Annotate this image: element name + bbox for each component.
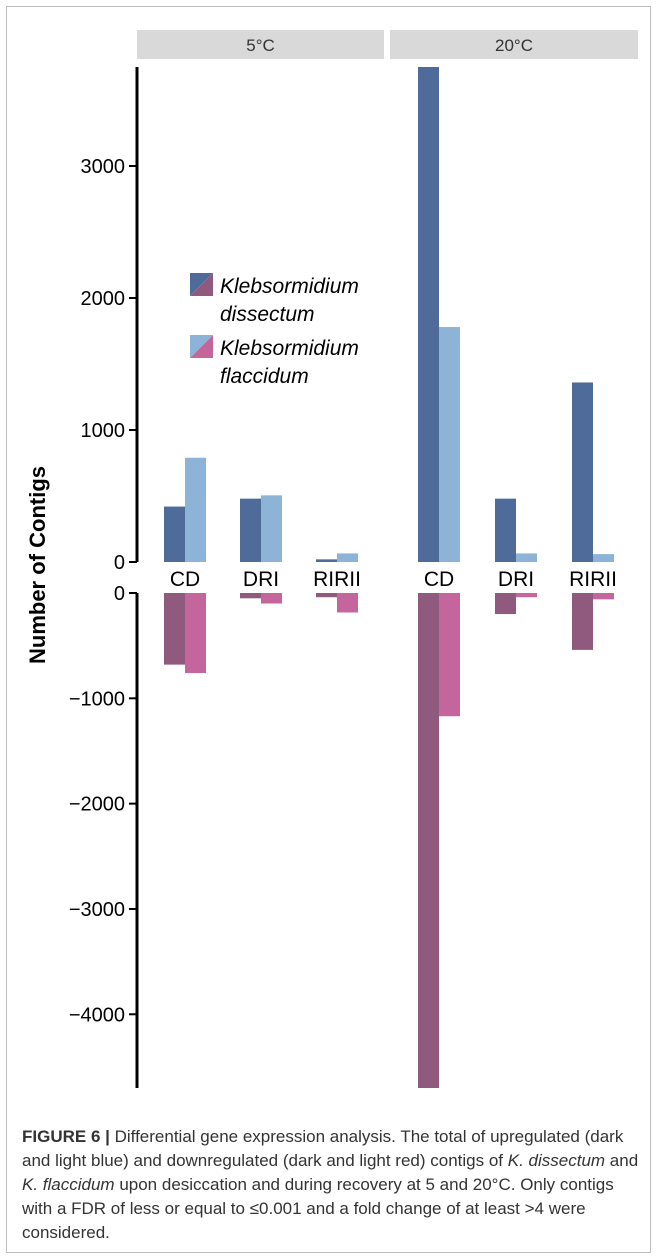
figure-caption: FIGURE 6 | Differential gene expression … bbox=[22, 1125, 642, 1245]
legend-label-species: flaccidum bbox=[220, 365, 309, 388]
caption-text-3: upon desiccation and during recovery at … bbox=[22, 1175, 614, 1242]
bar-up bbox=[593, 554, 614, 562]
panel-strips: 5°C 20°C bbox=[137, 30, 638, 59]
bar-down bbox=[164, 593, 185, 665]
y-tick-label: 0 bbox=[114, 552, 125, 574]
category-label: RIRII bbox=[569, 568, 617, 591]
category-label: CD bbox=[170, 568, 200, 591]
bar-up bbox=[185, 457, 206, 562]
bar-down bbox=[593, 593, 614, 600]
bar-down bbox=[516, 593, 537, 598]
y-tick-label: 2000 bbox=[81, 288, 126, 310]
bar-up bbox=[572, 382, 593, 562]
bar-up bbox=[439, 327, 460, 562]
bar-up bbox=[337, 553, 358, 562]
bar-down bbox=[572, 593, 593, 650]
bar-down bbox=[240, 593, 261, 599]
panel-strip bbox=[390, 30, 638, 59]
legend-label-genus: Klebsormidium bbox=[220, 337, 359, 360]
bar-up bbox=[261, 495, 282, 562]
y-tick-label: 0 bbox=[114, 583, 125, 605]
category-labels: CD DRI RIRII CD DRI RIRII bbox=[170, 568, 617, 591]
y-tick-label: −3000 bbox=[69, 899, 125, 921]
bar-chart: 5°C 20°C 0 1000 2000 3000 0 −1000 −2000 −3000 −40… bbox=[25, 30, 638, 1088]
bar-up bbox=[164, 506, 185, 562]
caption-species-2: K. flaccidum bbox=[22, 1175, 115, 1194]
bar-down bbox=[337, 593, 358, 613]
caption-text-1: Differential gene expression analysis. T… bbox=[22, 1127, 624, 1170]
bar-up bbox=[516, 553, 537, 562]
legend-swatch-down bbox=[190, 273, 213, 296]
bar-down bbox=[261, 593, 282, 604]
category-label: RIRII bbox=[313, 568, 361, 591]
legend-label-genus: Klebsormidium bbox=[220, 275, 359, 298]
bar-down bbox=[418, 593, 439, 1088]
y-tick-label: −1000 bbox=[69, 688, 125, 710]
legend: Klebsormidium dissectum Klebsormidium flacc… bbox=[190, 273, 359, 388]
category-label: DRI bbox=[498, 568, 534, 591]
y-tick-label: 1000 bbox=[81, 420, 126, 442]
y-axis-label: Number of Contigs bbox=[25, 466, 50, 664]
bar-up bbox=[316, 559, 337, 562]
caption-species-1: K. dissectum bbox=[507, 1151, 606, 1170]
panel-strip bbox=[137, 30, 384, 59]
bar-up bbox=[495, 498, 516, 562]
panel-strip-label: 20°C bbox=[495, 36, 533, 55]
y-tick-label: 3000 bbox=[81, 156, 126, 178]
legend-label-species: dissectum bbox=[220, 303, 315, 326]
panel-strip-label: 5°C bbox=[246, 36, 275, 55]
y-axis: 0 1000 2000 3000 0 −1000 −2000 −3000 −4000 bbox=[69, 67, 139, 1088]
bar-up bbox=[418, 67, 439, 562]
bar-down bbox=[495, 593, 516, 615]
bars bbox=[164, 67, 614, 1088]
caption-text-2: and bbox=[605, 1151, 639, 1170]
figure-frame bbox=[6, 6, 651, 1253]
bar-down bbox=[185, 593, 206, 674]
legend-swatch-down bbox=[190, 335, 213, 358]
caption-label: FIGURE 6 | bbox=[22, 1127, 110, 1146]
bar-down bbox=[439, 593, 460, 717]
category-label: CD bbox=[424, 568, 454, 591]
bar-up bbox=[240, 498, 261, 562]
y-tick-label: −4000 bbox=[69, 1004, 125, 1026]
category-label: DRI bbox=[243, 568, 279, 591]
bar-down bbox=[316, 593, 337, 598]
y-tick-label: −2000 bbox=[69, 794, 125, 816]
